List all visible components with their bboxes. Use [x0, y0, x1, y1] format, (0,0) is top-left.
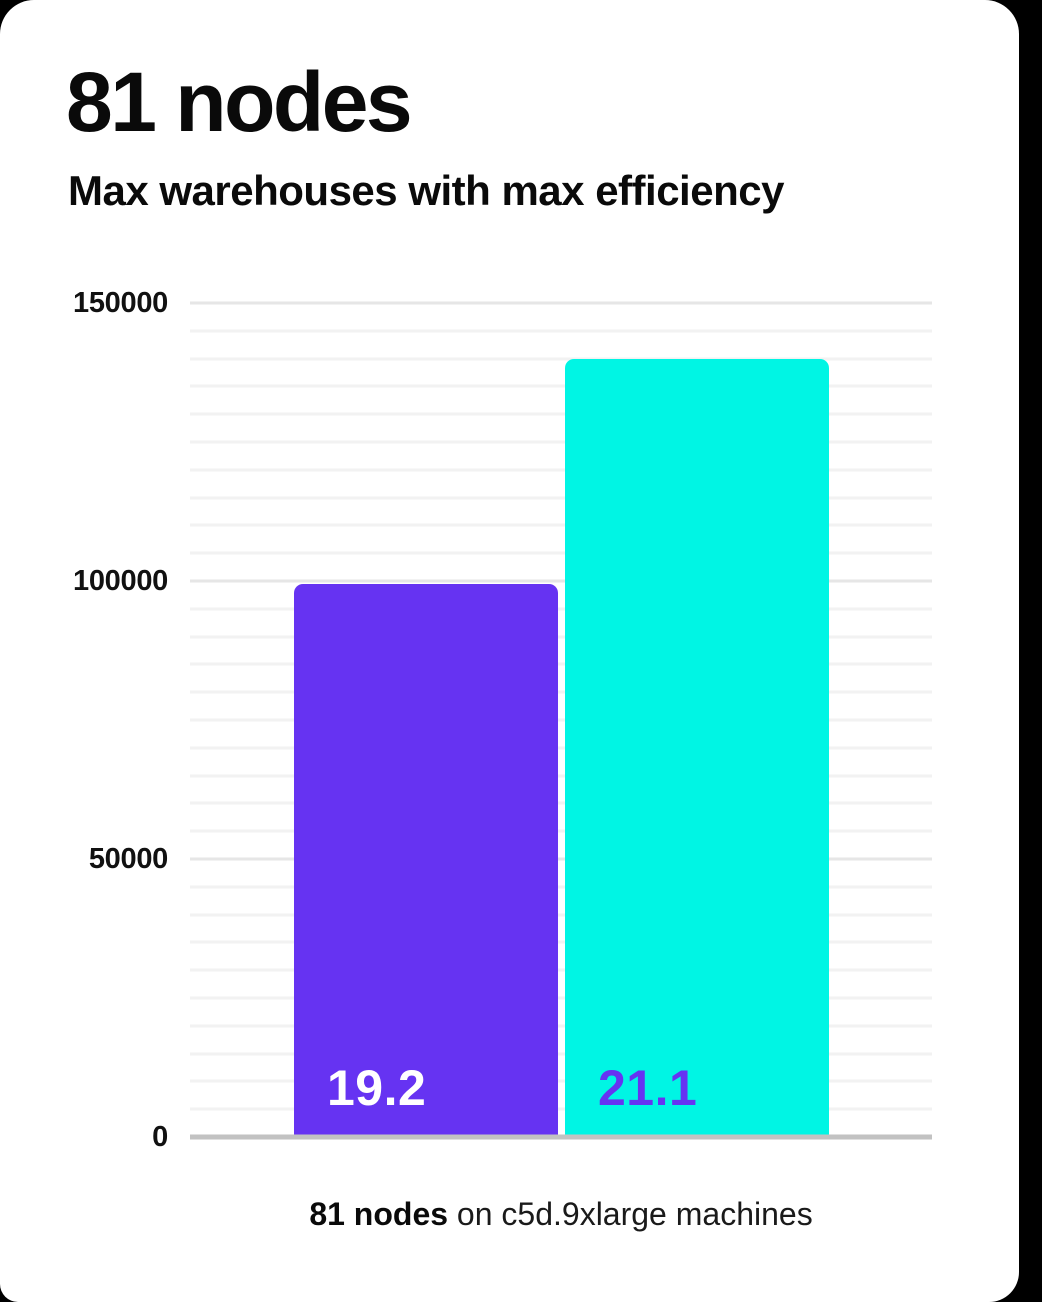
- caption-bold-text: 81 nodes: [309, 1196, 449, 1232]
- bar-2: 21.1: [565, 358, 829, 1135]
- major-gridline: [190, 301, 932, 305]
- minor-gridline: [190, 1024, 932, 1028]
- y-tick-label: 100000: [73, 565, 168, 597]
- minor-gridline: [190, 746, 932, 750]
- minor-gridline: [190, 1052, 932, 1056]
- y-tick-label: 0: [152, 1121, 168, 1153]
- page-title: 81 nodes: [66, 55, 413, 149]
- minor-gridline: [190, 468, 932, 472]
- minor-gridline: [190, 496, 932, 500]
- minor-gridline: [190, 662, 932, 666]
- bar-value-label: 21.1: [598, 1060, 698, 1116]
- minor-gridline: [190, 690, 932, 694]
- minor-gridline: [190, 607, 932, 611]
- minor-gridline: [190, 440, 932, 444]
- chart-caption: 81 nodes on c5d.9xlarge machines: [190, 1194, 932, 1236]
- x-axis-line: [190, 1134, 932, 1140]
- y-tick-label: 50000: [88, 843, 168, 875]
- minor-gridline: [190, 801, 932, 805]
- minor-gridline: [190, 551, 932, 555]
- page-subtitle: Max warehouses with max efficiency: [68, 167, 784, 214]
- minor-gridline: [190, 774, 932, 778]
- minor-gridline: [190, 384, 932, 388]
- chart-card: 81 nodes Max warehouses with max efficie…: [0, 0, 1019, 1302]
- bar-chart: 0 50000 100000 150000 19.2 21.1: [73, 287, 932, 1153]
- minor-gridline: [190, 357, 932, 361]
- minor-gridline: [190, 523, 932, 527]
- minor-gridline: [190, 829, 932, 833]
- minor-gridline: [190, 1079, 932, 1083]
- minor-gridline: [190, 412, 932, 416]
- minor-gridline: [190, 635, 932, 639]
- minor-gridline: [190, 329, 932, 333]
- minor-gridline: [190, 913, 932, 917]
- minor-gridline: [190, 718, 932, 722]
- minor-gridline: [190, 968, 932, 972]
- major-gridline: [190, 857, 932, 861]
- minor-gridline: [190, 940, 932, 944]
- minor-gridline: [190, 885, 932, 889]
- minor-gridline: [190, 1107, 932, 1111]
- minor-gridline: [190, 996, 932, 1000]
- bar-value-label: 19.2: [327, 1060, 427, 1116]
- major-gridline: [190, 579, 932, 583]
- bar-1: 19.2: [294, 583, 558, 1135]
- y-tick-label: 150000: [73, 287, 168, 319]
- plot-area: 19.2 21.1: [190, 301, 932, 1140]
- caption-regular-text: on c5d.9xlarge machines: [448, 1196, 813, 1232]
